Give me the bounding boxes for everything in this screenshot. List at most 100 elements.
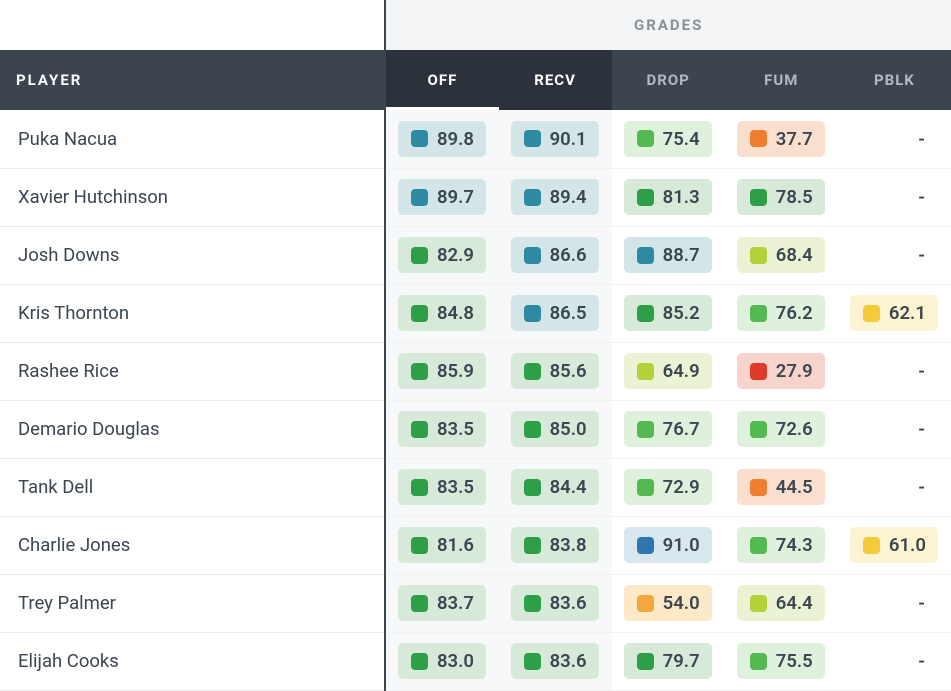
grade-color-swatch: [750, 421, 767, 438]
grade-color-swatch: [411, 130, 428, 147]
column-header-recv[interactable]: RECV: [499, 50, 612, 110]
cell-pblk: -: [838, 226, 951, 284]
grade-value: 64.9: [663, 360, 700, 382]
cell-drop: 76.7: [612, 400, 725, 458]
grade-pill: 83.6: [511, 643, 599, 679]
grade-color-swatch: [637, 189, 654, 206]
player-name[interactable]: Elijah Cooks: [0, 632, 385, 690]
grade-color-swatch: [750, 305, 767, 322]
grade-value: 54.0: [663, 592, 700, 614]
grade-color-swatch: [524, 653, 541, 670]
cell-recv: 90.1: [499, 110, 612, 168]
grade-pill: 85.0: [511, 411, 599, 447]
grade-pill: 64.4: [737, 585, 825, 621]
grade-empty: -: [918, 186, 925, 208]
grade-color-swatch: [411, 479, 428, 496]
grade-value: 81.6: [437, 534, 474, 556]
table-row: Charlie Jones 81.6 83.8 91.0 74.3 61.0: [0, 516, 951, 574]
grade-pill: 89.8: [398, 121, 486, 157]
grade-color-swatch: [637, 363, 654, 380]
cell-pblk: -: [838, 110, 951, 168]
grade-color-swatch: [637, 247, 654, 264]
grade-color-swatch: [637, 130, 654, 147]
cell-fum: 44.5: [725, 458, 838, 516]
grade-pill: 83.5: [398, 469, 486, 505]
grade-value: 44.5: [776, 476, 813, 498]
table-row: Josh Downs82.986.688.768.4-: [0, 226, 951, 284]
grade-pill: 64.9: [624, 353, 712, 389]
grades-superheader: GRADES: [385, 0, 951, 50]
grade-pill: 76.2: [737, 295, 825, 331]
grade-value: 76.7: [663, 418, 700, 440]
cell-pblk: -: [838, 632, 951, 690]
cell-drop: 72.9: [612, 458, 725, 516]
grade-color-swatch: [750, 130, 767, 147]
player-name[interactable]: Demario Douglas: [0, 400, 385, 458]
grade-color-swatch: [411, 189, 428, 206]
grade-color-swatch: [637, 537, 654, 554]
table-row: Puka Nacua89.890.175.437.7-: [0, 110, 951, 168]
cell-off: 85.9: [385, 342, 498, 400]
column-header-off[interactable]: OFF: [385, 50, 498, 110]
grade-value: 75.5: [776, 650, 813, 672]
grade-value: 83.0: [437, 650, 474, 672]
cell-pblk: 61.0: [838, 516, 951, 574]
player-name[interactable]: Rashee Rice: [0, 342, 385, 400]
cell-recv: 83.8: [499, 516, 612, 574]
grade-pill: 81.3: [624, 179, 712, 215]
grade-color-swatch: [750, 537, 767, 554]
player-column-header[interactable]: PLAYER: [0, 50, 385, 110]
grade-pill: 61.0: [850, 527, 938, 563]
player-name[interactable]: Tank Dell: [0, 458, 385, 516]
grade-color-swatch: [524, 421, 541, 438]
player-name[interactable]: Puka Nacua: [0, 110, 385, 168]
cell-fum: 72.6: [725, 400, 838, 458]
grade-value: 79.7: [663, 650, 700, 672]
grade-color-swatch: [637, 305, 654, 322]
grade-value: 85.9: [437, 360, 474, 382]
grade-pill: 37.7: [737, 121, 825, 157]
cell-recv: 84.4: [499, 458, 612, 516]
table-row: Xavier Hutchinson 89.7 89.4 81.3 78.5 -: [0, 168, 951, 226]
grade-color-swatch: [750, 479, 767, 496]
column-header-drop[interactable]: DROP: [612, 50, 725, 110]
column-header-row: PLAYEROFFRECVDROPFUMPBLK: [0, 50, 951, 110]
player-name[interactable]: Trey Palmer: [0, 574, 385, 632]
player-name[interactable]: Xavier Hutchinson: [0, 168, 385, 226]
grade-value: 61.0: [889, 534, 926, 556]
grade-pill: 83.5: [398, 411, 486, 447]
column-header-fum[interactable]: FUM: [725, 50, 838, 110]
grade-value: 91.0: [663, 534, 700, 556]
player-name[interactable]: Charlie Jones: [0, 516, 385, 574]
grade-pill: 78.5: [737, 179, 825, 215]
cell-off: 89.8: [385, 110, 498, 168]
cell-off: 81.6: [385, 516, 498, 574]
cell-drop: 81.3: [612, 168, 725, 226]
grade-pill: 68.4: [737, 237, 825, 273]
grade-pill: 89.7: [398, 179, 486, 215]
grade-pill: 84.4: [511, 469, 599, 505]
grade-pill: 83.6: [511, 585, 599, 621]
cell-fum: 74.3: [725, 516, 838, 574]
cell-recv: 86.6: [499, 226, 612, 284]
grade-pill: 85.2: [624, 295, 712, 331]
cell-drop: 91.0: [612, 516, 725, 574]
grade-value: 72.9: [663, 476, 700, 498]
grade-pill: 62.1: [850, 295, 938, 331]
grade-value: 90.1: [550, 128, 587, 150]
cell-drop: 79.7: [612, 632, 725, 690]
player-name[interactable]: Josh Downs: [0, 226, 385, 284]
grade-color-swatch: [524, 595, 541, 612]
grade-value: 85.0: [550, 418, 587, 440]
grade-value: 74.3: [776, 534, 813, 556]
grade-value: 84.4: [550, 476, 587, 498]
grade-value: 84.8: [437, 302, 474, 324]
grade-pill: 89.4: [511, 179, 599, 215]
grade-value: 27.9: [776, 360, 813, 382]
grade-color-swatch: [411, 247, 428, 264]
player-name[interactable]: Kris Thornton: [0, 284, 385, 342]
grade-value: 83.6: [550, 592, 587, 614]
grade-color-swatch: [750, 363, 767, 380]
column-header-pblk[interactable]: PBLK: [838, 50, 951, 110]
grade-color-swatch: [750, 595, 767, 612]
